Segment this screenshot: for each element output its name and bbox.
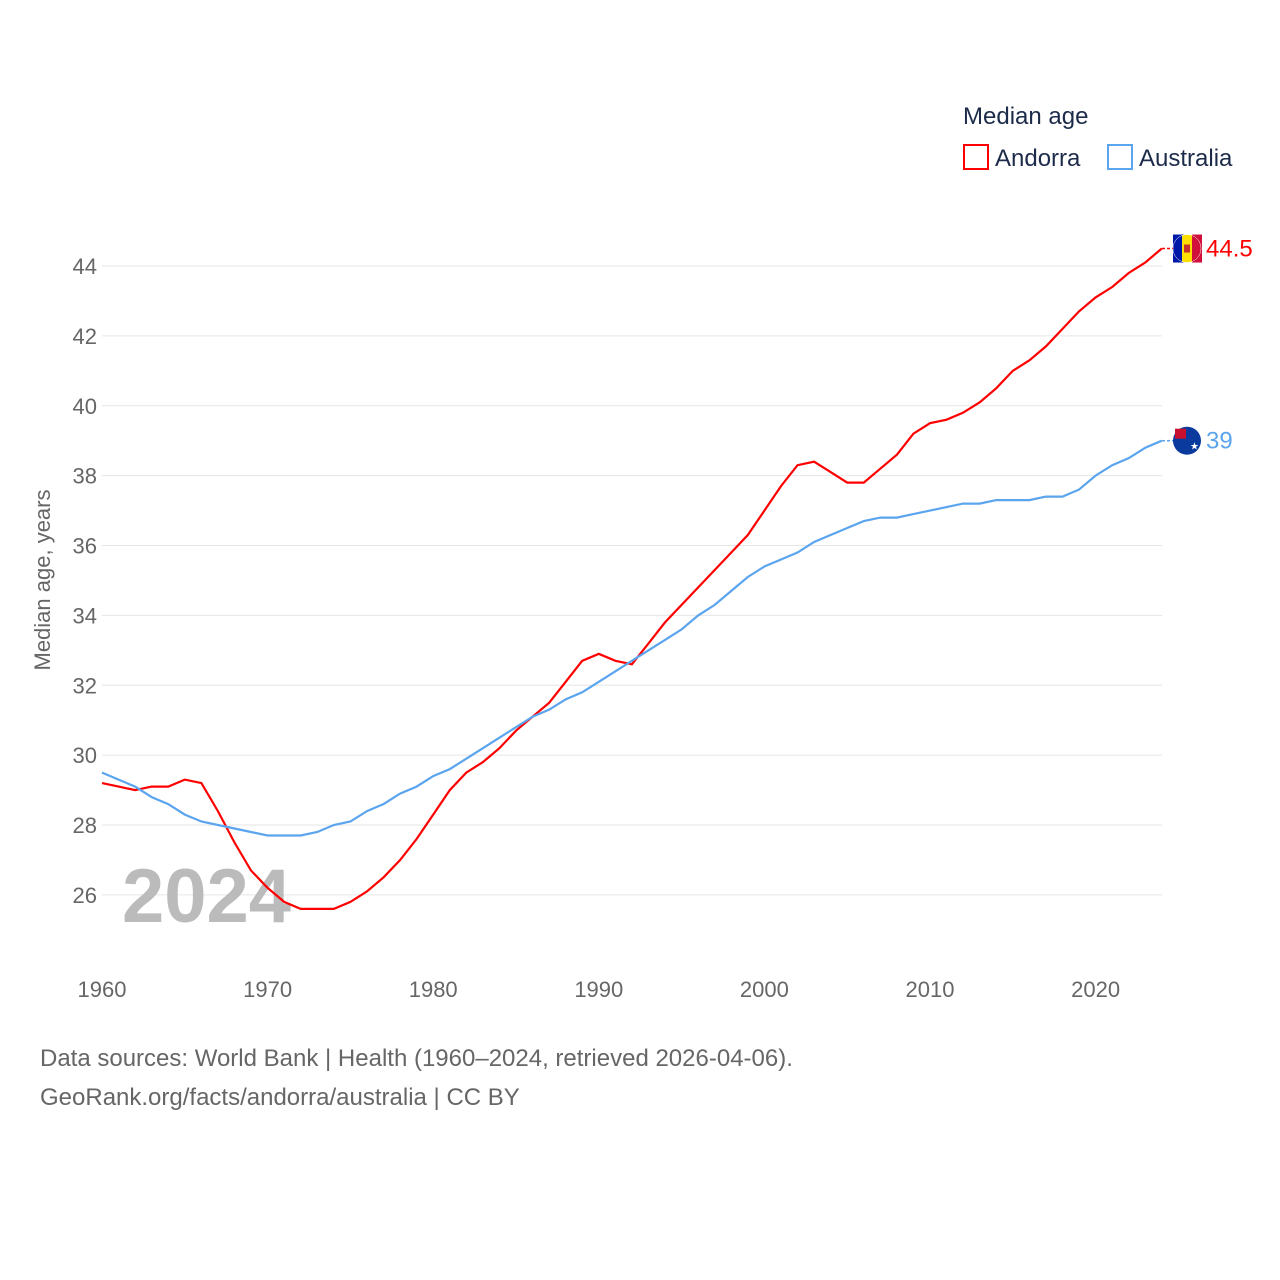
end-value-label: 44.5 [1206,236,1253,263]
y-tick-label: 36 [73,534,97,559]
y-tick-label: 44 [73,254,97,279]
series-line-australia [101,439,1163,837]
y-tick-label: 30 [73,743,97,768]
y-tick-label: 32 [73,673,97,698]
legend-item-andorra[interactable]: Andorra [963,144,1081,172]
svg-text:★: ★ [1190,442,1199,453]
legend-label-andorra: Andorra [995,145,1081,172]
y-tick-label: 42 [73,324,97,349]
x-tick-label: 1990 [574,977,623,1002]
legend-label-australia: Australia [1139,145,1233,172]
year-watermark: 2024 [122,854,291,939]
y-tick-label: 34 [73,603,97,628]
x-tick-label: 1980 [409,977,458,1002]
x-tick-label: 2020 [1071,977,1120,1002]
y-tick-label: 28 [73,813,97,838]
legend-swatch-andorra [963,144,989,170]
end-value-label: 39 [1206,428,1233,455]
legend-title: Median age [963,103,1088,130]
legend-item-australia[interactable]: Australia [1107,144,1233,172]
x-tick-label: 2010 [906,977,955,1002]
x-tick-label: 2000 [740,977,789,1002]
y-tick-label: 26 [73,883,97,908]
legend-swatch-australia [1107,144,1133,170]
series-line-andorra [101,247,1163,911]
y-tick-label: 38 [73,464,97,489]
source-link[interactable]: GeoRank.org/facts/andorra/australia | CC… [40,1084,520,1111]
x-tick-label: 1960 [78,977,127,1002]
y-axis-label: Median age, years [30,490,55,671]
source-line: Data sources: World Bank | Health (1960–… [40,1045,793,1072]
y-tick-label: 40 [73,394,97,419]
flag-icon-andorra [1172,234,1202,263]
x-tick-label: 1970 [243,977,292,1002]
flag-icon-australia: ★ [1173,426,1201,455]
